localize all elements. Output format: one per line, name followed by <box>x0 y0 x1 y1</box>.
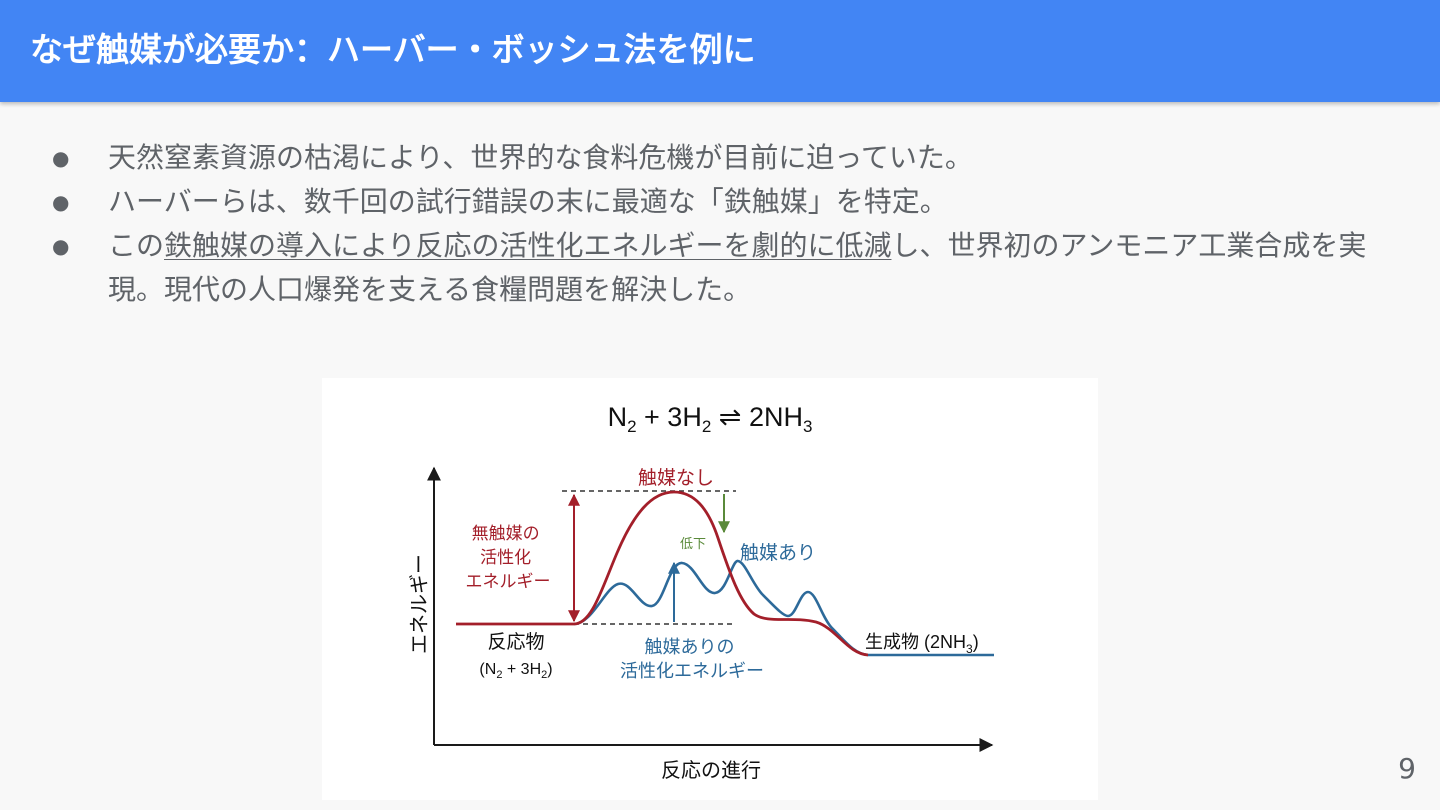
energy-diagram-svg: N2 + 3H2 ⇌ 2NH3 エネルギー 反応の進行 触媒なし 低下 触媒あり… <box>408 402 994 782</box>
reactants-label: 反応物 <box>487 631 544 653</box>
bullet-text: 天然窒素資源の枯渇により、世界的な食料危機が目前に迫っていた。 <box>108 141 973 174</box>
catalyzed-curve <box>573 559 994 657</box>
bullet-dot-icon: ● <box>52 146 70 170</box>
page-number: 9 <box>1398 752 1416 785</box>
catalyzed-label: 触媒あり <box>740 542 816 564</box>
x-axis-label: 反応の進行 <box>661 759 761 782</box>
title-bar: なぜ触媒が必要か：ハーバー・ボッシュ法を例に <box>0 0 1440 102</box>
bullet-text: ハーバーらは、数千回の試行錯誤の末に最適な「鉄触媒」を特定。 <box>108 185 948 218</box>
catalyzed-ea-label: 触媒ありの 活性化エネルギー <box>620 637 764 681</box>
bullet-item: ● 天然窒素資源の枯渇により、世界的な食料危機が目前に迫っていた。 <box>52 136 1372 180</box>
bullet-text-prefix: この <box>108 229 165 262</box>
uncatalyzed-ea-label: 無触媒の 活性化 エネルギー <box>466 524 551 591</box>
energy-diagram: N2 + 3H2 ⇌ 2NH3 エネルギー 反応の進行 触媒なし 低下 触媒あり… <box>322 378 1098 800</box>
bullet-list: ● 天然窒素資源の枯渇により、世界的な食料危機が目前に迫っていた。 ● ハーバー… <box>52 136 1372 312</box>
bullet-dot-icon: ● <box>52 234 70 258</box>
y-axis-label: エネルギー <box>408 554 431 654</box>
bullet-item: ● この鉄触媒の導入により反応の活性化エネルギーを劇的に低減し、世界初のアンモニ… <box>52 224 1372 312</box>
bullet-dot-icon: ● <box>52 190 70 214</box>
reduction-label: 低下 <box>680 536 706 551</box>
bullet-text-suffix: し、世界初のアンモニア工業合成を実現。現代の人口爆発を支える食糧問題を解決した。 <box>108 229 1367 306</box>
equation: N2 + 3H2 ⇌ 2NH3 <box>608 402 813 436</box>
reactants-formula: (N2 + 3H2) <box>479 661 552 681</box>
bullet-item: ● ハーバーらは、数千回の試行錯誤の末に最適な「鉄触媒」を特定。 <box>52 180 1372 224</box>
products-label: 生成物 (2NH3) <box>865 632 979 656</box>
uncatalyzed-label: 触媒なし <box>638 467 714 489</box>
bullet-underlined-text: 鉄触媒の導入により反応の活性化エネルギーを劇的に低減 <box>164 229 892 262</box>
uncatalyzed-curve <box>456 490 869 657</box>
slide-title: なぜ触媒が必要か：ハーバー・ボッシュ法を例に <box>30 30 756 69</box>
